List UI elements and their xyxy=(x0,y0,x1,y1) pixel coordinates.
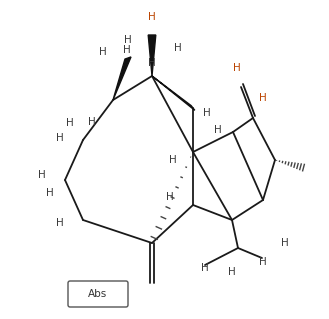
Text: H: H xyxy=(233,63,241,73)
Text: Abs: Abs xyxy=(89,289,108,299)
Text: H: H xyxy=(281,238,289,248)
Text: H: H xyxy=(148,58,156,68)
Polygon shape xyxy=(113,57,131,100)
Text: H: H xyxy=(174,43,182,53)
FancyBboxPatch shape xyxy=(68,281,128,307)
Text: H: H xyxy=(228,267,236,277)
Text: H: H xyxy=(99,47,107,57)
Text: H: H xyxy=(259,257,267,267)
Polygon shape xyxy=(152,76,195,110)
Text: H: H xyxy=(214,125,222,135)
Text: H: H xyxy=(38,170,46,180)
Text: H: H xyxy=(203,108,211,118)
Text: H: H xyxy=(148,12,156,22)
Text: H: H xyxy=(46,188,54,198)
Text: H: H xyxy=(201,263,209,273)
Text: H: H xyxy=(88,117,96,127)
Text: H: H xyxy=(169,155,177,165)
Text: H: H xyxy=(56,133,64,143)
Polygon shape xyxy=(148,35,156,76)
Text: H: H xyxy=(124,35,132,45)
Text: H: H xyxy=(66,118,74,128)
Text: H: H xyxy=(123,45,131,55)
Text: H: H xyxy=(56,218,64,228)
Text: H: H xyxy=(166,192,174,202)
Text: H: H xyxy=(259,93,267,103)
